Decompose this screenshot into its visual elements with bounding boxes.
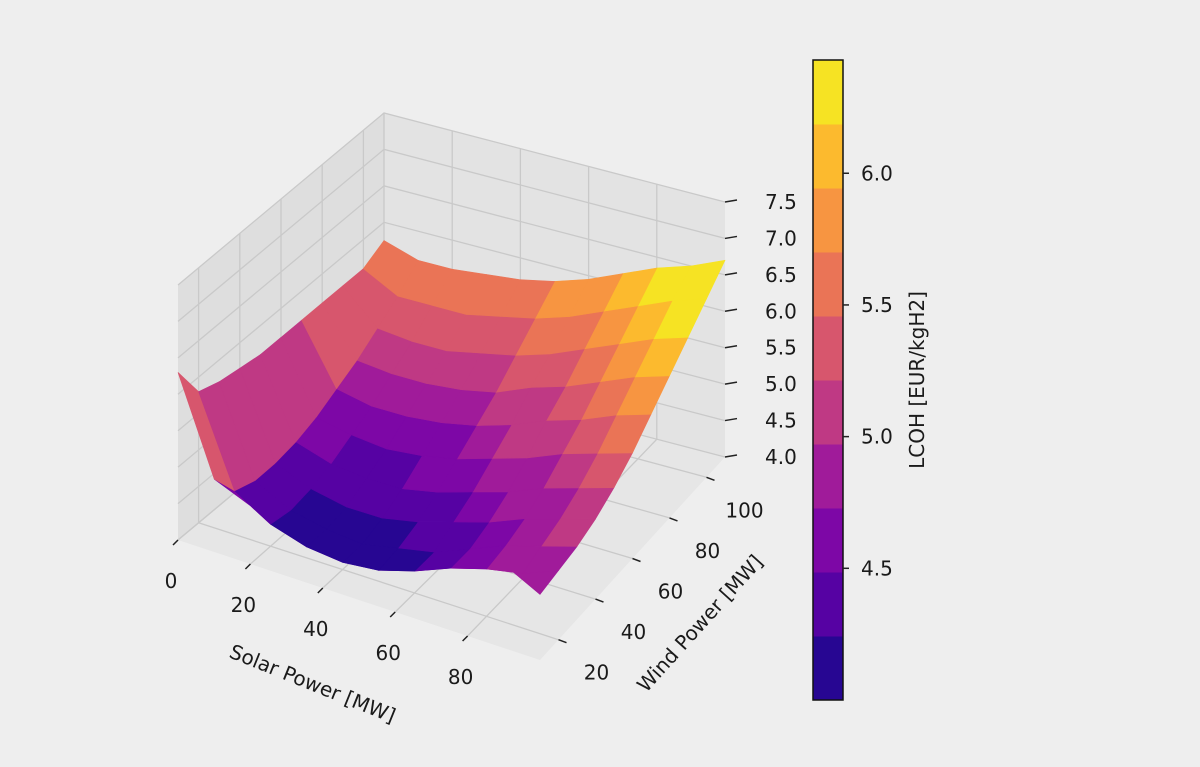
z-tick [724,381,738,385]
x-tick-label: 0 [165,569,178,593]
colorbar-segment [813,444,843,509]
y-axis-label: Wind Power [MW] [632,550,768,697]
colorbar-outline [812,59,844,701]
colorbar-segment [813,188,843,253]
z-tick [724,272,738,276]
y-tick [706,476,715,482]
colorbar-label: LCOH [EUR/kgH2] [905,291,929,469]
y-tick [558,638,567,644]
z-tick-label: 5.0 [765,372,797,396]
colorbar-segment [813,508,843,573]
y-tick-label: 20 [584,661,609,685]
colorbar-segment [813,316,843,381]
colorbar-tick-label: 5.5 [861,293,893,317]
z-tick-label: 5.5 [765,336,797,360]
colorbar-segment [813,572,843,637]
x-axis-label: Solar Power [MW] [226,639,399,727]
z-tick [724,235,738,240]
x-tick [317,587,324,594]
y-tick [632,557,641,563]
surface-patch [362,240,419,297]
x-tick-label: 20 [231,593,256,617]
y-tick-label: 60 [658,580,683,604]
y-tick-label: 100 [725,498,763,522]
z-tick-label: 4.5 [765,409,797,433]
x-tick-label: 40 [303,617,328,641]
y-tick-label: 40 [621,620,646,644]
colorbar-segment [813,124,843,189]
z-tick-label: 6.5 [765,263,797,287]
colorbar-tick-label: 5.0 [861,425,893,449]
z-tick-label: 7.5 [765,190,797,214]
z-tick-label: 7.0 [765,226,797,250]
z-tick [724,454,738,458]
colorbar-segment [813,380,843,445]
colorbar-tick-label: 4.5 [861,556,893,580]
x-tick-label: 60 [375,641,400,665]
z-tick [724,344,738,349]
z-tick [724,199,738,203]
z-tick-label: 4.0 [765,445,797,469]
z-tick-label: 6.0 [765,299,797,323]
x-tick-label: 80 [448,665,473,689]
x-tick [389,611,396,618]
z-grid-line [177,148,726,322]
y-tick [595,598,604,603]
z-tick [724,417,738,422]
colorbar-segment [813,252,843,317]
z-tick [724,308,738,313]
colorbar-segment [813,636,843,701]
z-grid-line [177,112,726,286]
x-tick [172,539,179,546]
y-tick [669,517,678,522]
colorbar-segment [813,60,843,125]
colorbar: 4.5 5.0 5.5 6.0 [812,59,893,701]
colorbar-tick-label: 6.0 [861,161,893,185]
x-tick [244,563,251,570]
x-tick [462,635,469,642]
y-tick-label: 80 [695,539,720,563]
surface-mesh [177,240,726,595]
z-grid-line [177,185,726,359]
